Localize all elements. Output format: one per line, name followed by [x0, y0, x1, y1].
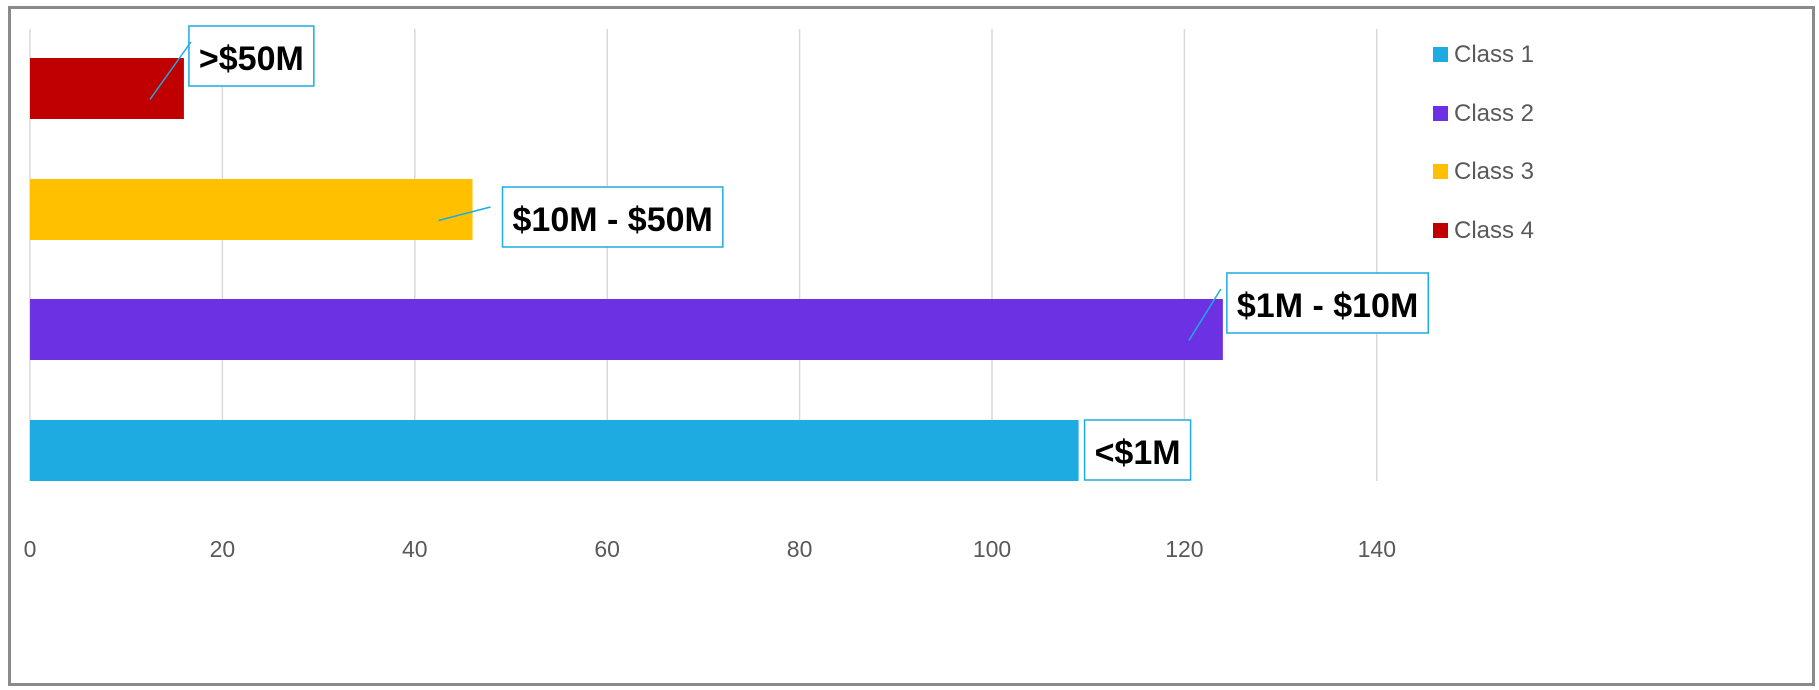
legend-label: Class 2 — [1454, 100, 1534, 127]
x-tick-label: 60 — [594, 536, 620, 562]
legend-label: Class 1 — [1454, 41, 1534, 68]
leader-line — [438, 206, 491, 222]
data-label-class-1: <$1M — [1083, 419, 1192, 481]
legend-swatch — [1433, 47, 1448, 62]
data-label-box — [501, 186, 724, 248]
bar-class-3 — [30, 179, 473, 240]
data-label-text: $10M - $50M — [513, 201, 713, 239]
data-label-box — [1226, 272, 1430, 334]
leader-line — [149, 41, 192, 100]
bar-class-1 — [30, 420, 1079, 481]
data-label-class-4: >$50M — [149, 25, 315, 100]
x-tick-label: 40 — [402, 536, 428, 562]
legend-item-class-2: Class 2 — [1433, 100, 1534, 127]
leader-line — [1188, 288, 1222, 341]
legend-swatch — [1433, 223, 1448, 238]
bar-class-4 — [30, 58, 184, 119]
data-label-class-2: $1M - $10M — [1188, 272, 1430, 341]
data-label-text: <$1M — [1095, 434, 1181, 472]
legend-label: Class 3 — [1454, 158, 1534, 185]
data-label-box — [188, 25, 315, 87]
data-label-text: >$50M — [199, 40, 304, 78]
x-tick-label: 120 — [1165, 536, 1203, 562]
data-label-text: $1M - $10M — [1237, 287, 1418, 325]
bar-chart: <$1M $1M - $10M $10M - $50M >$50M 0 20 40 60 80… — [24, 25, 1534, 562]
legend-item-class-3: Class 3 — [1433, 158, 1534, 185]
bar-class-2 — [30, 299, 1223, 360]
x-tick-label: 100 — [973, 536, 1011, 562]
data-label-box — [1083, 419, 1192, 481]
legend-swatch — [1433, 164, 1448, 179]
legend-item-class-4: Class 4 — [1433, 217, 1534, 244]
data-label-class-3: $10M - $50M — [438, 186, 724, 248]
gridlines — [29, 29, 1378, 481]
bars — [30, 58, 1223, 481]
x-axis-ticks: 0 20 40 60 80 100 120 140 — [24, 536, 1396, 562]
legend-label: Class 4 — [1454, 217, 1534, 244]
chart-frame: <$1M $1M - $10M $10M - $50M >$50M 0 20 40 60 80… — [8, 6, 1815, 686]
data-labels: <$1M $1M - $10M $10M - $50M >$50M — [149, 25, 1430, 481]
legend-swatch — [1433, 106, 1448, 121]
x-tick-label: 140 — [1358, 536, 1396, 562]
x-tick-label: 0 — [24, 536, 37, 562]
x-tick-label: 20 — [210, 536, 236, 562]
legend: Class 1 Class 2 Class 3 Class 4 — [1433, 41, 1534, 244]
legend-item-class-1: Class 1 — [1433, 41, 1534, 68]
x-tick-label: 80 — [787, 536, 813, 562]
